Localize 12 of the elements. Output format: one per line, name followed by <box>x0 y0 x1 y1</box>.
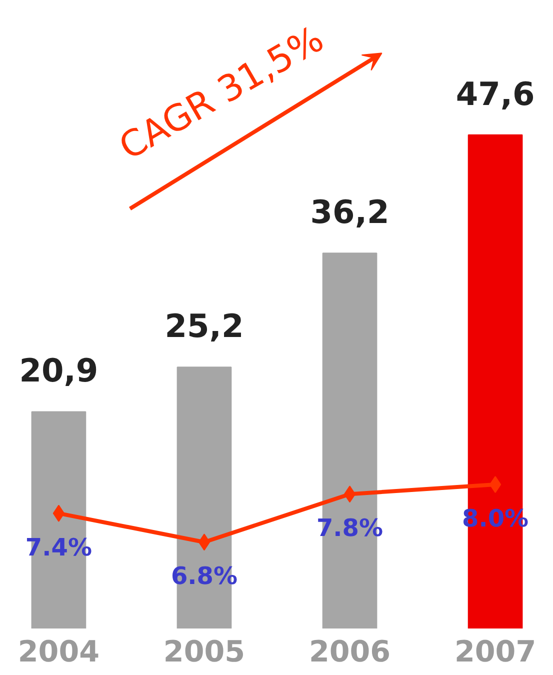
x-tick-label: 2007 <box>454 634 536 668</box>
point <box>198 534 210 551</box>
data-label: 20,9 <box>19 352 98 390</box>
x-tick-label: 2004 <box>18 634 100 668</box>
point <box>489 476 502 494</box>
point <box>344 486 356 503</box>
x-tick-label: 2005 <box>163 634 246 668</box>
data-label: 47,6 <box>456 74 535 113</box>
x-tick-label: 2006 <box>308 634 391 668</box>
data-label: 25,2 <box>164 307 244 346</box>
point <box>52 504 65 522</box>
data-label: 36,2 <box>310 193 390 232</box>
